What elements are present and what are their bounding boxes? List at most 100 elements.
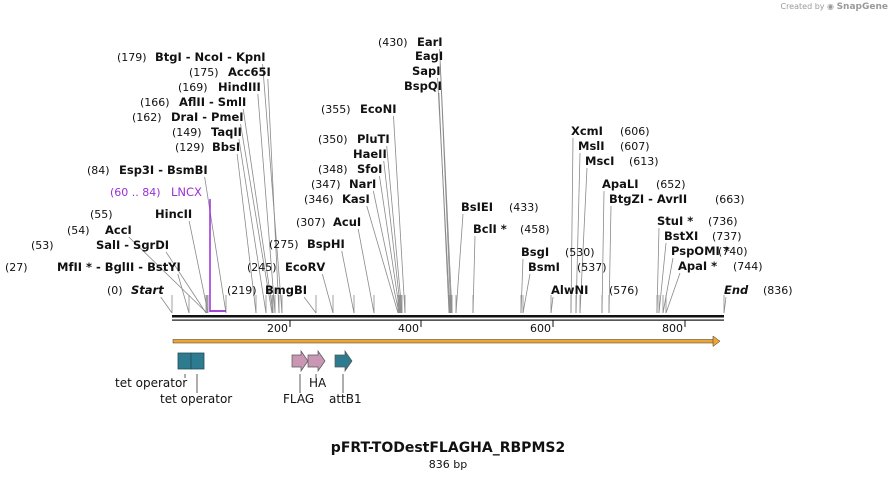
site-position-label: (430) [378, 36, 408, 49]
site-pspomi[interactable]: (740)PspOMI * [671, 244, 748, 258]
site-name-label: StuI * [657, 214, 693, 228]
site-sapi[interactable]: SapI [412, 64, 441, 78]
site-sali[interactable]: (53) SalI - SgrDI [31, 238, 169, 252]
leader-line [188, 220, 209, 314]
site-msli[interactable]: (607) MslI [578, 139, 650, 153]
site-position-label: (129) [175, 141, 205, 154]
site-apali[interactable]: (652) ApaLI [602, 177, 686, 191]
site-mfli[interactable]: (27) MfII * - BglII - BstYI [5, 260, 181, 274]
site-acc65i[interactable]: (175) Acc65I [189, 65, 271, 79]
leader-line [570, 137, 574, 314]
site-name-label: Acc65I [228, 65, 271, 79]
site-bcli[interactable]: (458) BclI * [473, 222, 550, 236]
leader-line [242, 108, 274, 314]
snapgene-watermark: Created by ◉ SnapGene [780, 2, 888, 12]
feature-attb1[interactable]: attB1 [329, 349, 362, 406]
site-acci[interactable]: (54) AccI [67, 223, 132, 237]
site-btgi[interactable]: (179) BtgI - NcoI - KpnI [117, 50, 266, 64]
site-kasi[interactable]: (346) KasI [304, 192, 370, 206]
site-aflii[interactable]: (166) AflII - SmlI [140, 95, 246, 109]
site-position-label: (744) [733, 260, 763, 273]
site-position-label: (166) [140, 96, 170, 109]
site-name-label: SfoI [357, 162, 382, 176]
leader-line [658, 242, 667, 314]
site-name-label: End [724, 283, 749, 297]
leader-line [579, 167, 588, 314]
leader-line [665, 272, 681, 314]
site-name-label: BstXI [664, 229, 698, 243]
feature-ha[interactable]: HA [307, 349, 327, 390]
leader-line [321, 273, 334, 314]
site-taqii[interactable]: (149) TaqII [172, 125, 242, 139]
feature-box [177, 352, 192, 370]
plasmid-length: 836 bp [428, 458, 468, 471]
site-ecorv[interactable]: (245) EcoRV [247, 260, 325, 274]
site-sfoi[interactable]: (348) SfoI [318, 162, 382, 176]
ruler-tick-label: 800 [662, 322, 683, 335]
sequence-direction-arrow [172, 335, 721, 348]
site-position-label: (607) [620, 140, 650, 153]
leader-line [439, 48, 453, 314]
site-position-label: (737) [712, 230, 742, 243]
feature-label: tet operator [160, 392, 232, 406]
site-haeii[interactable]: HaeII [353, 147, 387, 161]
site-hincii[interactable]: (55) HincII [90, 207, 192, 221]
plasmid-name: pFRT-TODestFLAGHA_RBPMS2 [330, 440, 566, 456]
site-esp3i[interactable]: (84) Esp3I - BsmBI [87, 163, 208, 177]
site-bsgi[interactable]: (530) BsgI [521, 245, 595, 259]
site-bmgbi[interactable]: (219) BmgBI [227, 283, 307, 297]
site-name-label: MslI [578, 139, 605, 153]
ruler-tick-label: 600 [530, 322, 551, 335]
site-eari[interactable]: (430) EarI [378, 35, 443, 49]
feature-flag[interactable]: FLAG [283, 349, 314, 406]
site-bsphi[interactable]: (275) BspHI [269, 237, 345, 251]
site-pluti[interactable]: (350) PluTI [318, 132, 390, 146]
leader-line [236, 153, 257, 314]
site-acui[interactable]: (307) AcuI [296, 215, 361, 229]
site-alwni[interactable]: (576) AlwNI [551, 283, 639, 297]
site-name-label: EcoRV [285, 260, 325, 274]
site-name-label: AcuI [333, 215, 361, 229]
site-name-label: HindIII [218, 80, 261, 94]
feature-tetop2[interactable]: tet operator [160, 352, 232, 406]
site-start[interactable]: (0) Start [107, 283, 164, 297]
site-eagi[interactable]: EagI [415, 49, 443, 63]
site-xcmi[interactable]: (606) XcmI [571, 124, 650, 138]
leader-line [437, 77, 451, 314]
site-msci[interactable]: (613) MscI [585, 154, 659, 168]
site-bslei[interactable]: (433) BsIEI [461, 200, 539, 214]
site-bspqi[interactable]: BspQI [404, 79, 442, 93]
site-bbsi[interactable]: (129) BbsI [175, 140, 240, 154]
leader-line [522, 273, 531, 314]
watermark-brand: SnapGene [836, 2, 888, 12]
leader-line [455, 213, 464, 314]
site-bsmi[interactable]: (537) BsmI [528, 260, 607, 274]
site-btgzi[interactable]: (663) BtgZI - AvrII [609, 192, 745, 206]
site-stui[interactable]: (736) StuI * [657, 214, 738, 228]
site-name-label: NarI [349, 177, 376, 191]
site-position-label: (169) [178, 81, 208, 94]
site-apai[interactable]: (744) ApaI * [678, 259, 763, 273]
site-position-label: (663) [715, 193, 745, 206]
site-name-label: BmgBI [265, 283, 307, 297]
site-name-label: EagI [415, 49, 443, 63]
site-name-label: BsmI [528, 260, 560, 274]
leader-line [267, 78, 280, 314]
site-bstxi[interactable]: (737) BstXI [664, 229, 742, 243]
site-name-label: AccI [105, 223, 132, 237]
site-name-label: SapI [412, 64, 441, 78]
leader-line [238, 138, 267, 314]
site-end[interactable]: (836) End [724, 283, 793, 297]
site-drai[interactable]: (162) DraI - PmeI [132, 110, 244, 124]
site-hindiii[interactable]: (169) HindIII [178, 80, 261, 94]
site-econi[interactable]: (355) EcoNI [321, 102, 396, 116]
watermark-prefix: Created by [780, 2, 825, 11]
site-name-label: KasI [342, 192, 370, 206]
site-nari[interactable]: (347) NarI [311, 177, 376, 191]
site-lncx[interactable]: (60 .. 84) LNCX [110, 185, 202, 199]
site-position-label: (458) [520, 223, 550, 236]
leader-line [372, 190, 400, 314]
feature-label: tet operator [115, 376, 187, 390]
feature-tetop1[interactable]: tet operator [115, 352, 192, 390]
